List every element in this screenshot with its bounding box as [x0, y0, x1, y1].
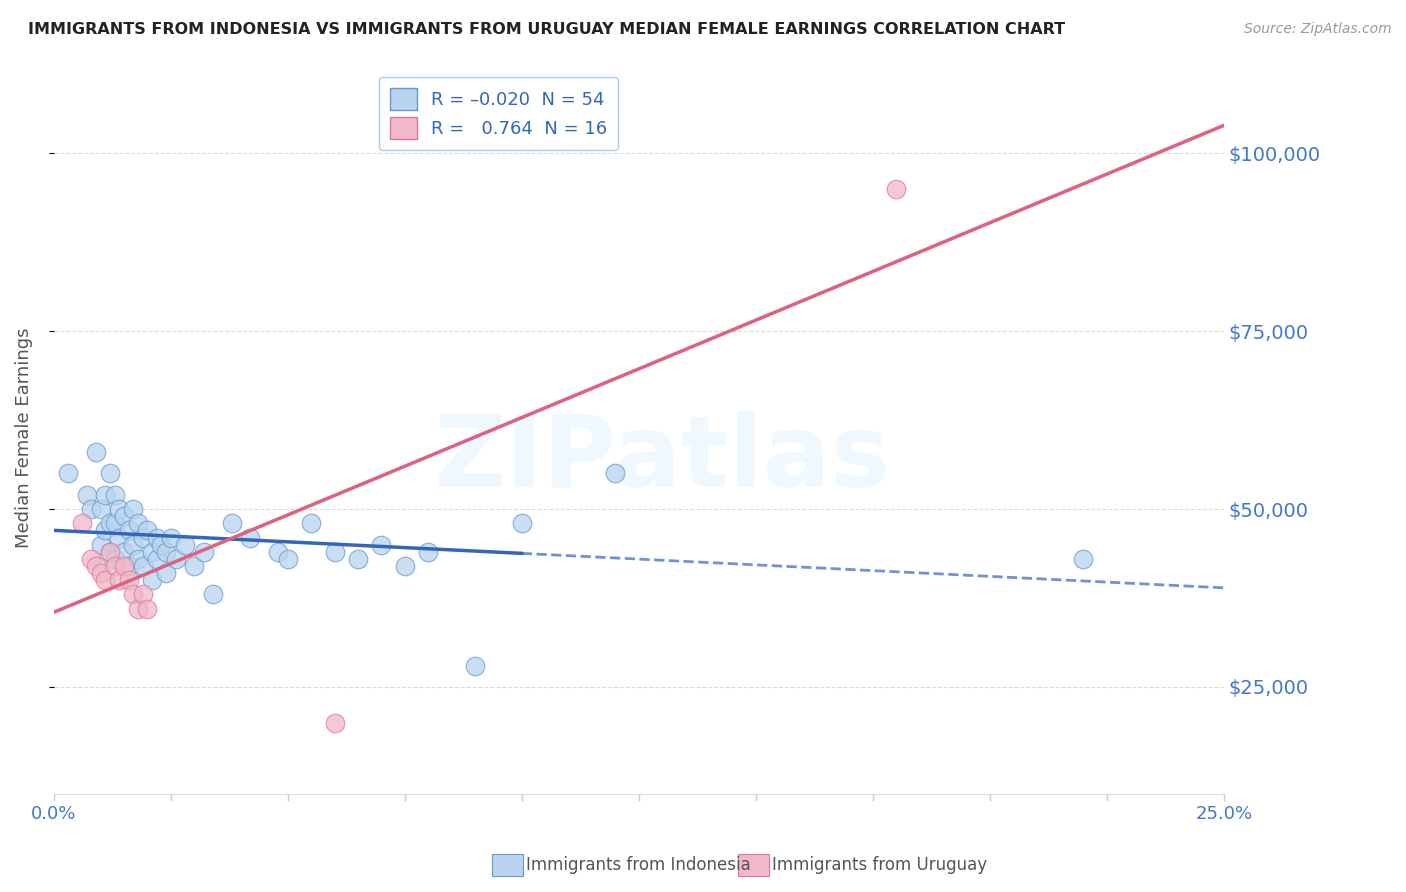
Point	[94, 524, 117, 538]
Point	[112, 509, 135, 524]
Point	[94, 573, 117, 587]
Point	[84, 445, 107, 459]
Point	[127, 552, 149, 566]
Point	[155, 566, 177, 580]
Point	[122, 587, 145, 601]
Point	[132, 531, 155, 545]
Point	[98, 516, 121, 531]
Text: Immigrants from Indonesia: Immigrants from Indonesia	[526, 856, 751, 874]
Point	[104, 488, 127, 502]
Point	[510, 516, 533, 531]
Point	[108, 573, 131, 587]
Text: ZIPatlas: ZIPatlas	[433, 410, 890, 508]
Point	[104, 516, 127, 531]
Point	[76, 488, 98, 502]
Point	[90, 502, 112, 516]
Point	[56, 467, 79, 481]
Point	[108, 531, 131, 545]
Point	[132, 559, 155, 574]
Point	[267, 545, 290, 559]
Point	[136, 601, 159, 615]
Point	[94, 488, 117, 502]
Point	[323, 545, 346, 559]
Legend: R = –0.020  N = 54, R =   0.764  N = 16: R = –0.020 N = 54, R = 0.764 N = 16	[378, 77, 619, 150]
Point	[127, 516, 149, 531]
Point	[165, 552, 187, 566]
Point	[605, 467, 627, 481]
Point	[201, 587, 224, 601]
Point	[122, 538, 145, 552]
Point	[173, 538, 195, 552]
Point	[146, 552, 169, 566]
Point	[183, 559, 205, 574]
Point	[98, 545, 121, 559]
Point	[370, 538, 392, 552]
Point	[239, 531, 262, 545]
Point	[80, 552, 103, 566]
Point	[299, 516, 322, 531]
Point	[155, 545, 177, 559]
Point	[118, 573, 141, 587]
Text: IMMIGRANTS FROM INDONESIA VS IMMIGRANTS FROM URUGUAY MEDIAN FEMALE EARNINGS CORR: IMMIGRANTS FROM INDONESIA VS IMMIGRANTS …	[28, 22, 1066, 37]
Point	[193, 545, 215, 559]
Point	[108, 502, 131, 516]
Point	[118, 524, 141, 538]
Point	[90, 538, 112, 552]
Point	[90, 566, 112, 580]
Text: Immigrants from Uruguay: Immigrants from Uruguay	[772, 856, 987, 874]
Point	[418, 545, 440, 559]
Point	[347, 552, 370, 566]
Point	[141, 573, 163, 587]
Point	[112, 545, 135, 559]
Point	[112, 559, 135, 574]
Point	[159, 531, 181, 545]
Point	[104, 559, 127, 574]
Point	[132, 587, 155, 601]
Point	[98, 545, 121, 559]
Point	[464, 658, 486, 673]
Point	[1073, 552, 1095, 566]
Point	[394, 559, 416, 574]
Point	[884, 182, 907, 196]
Point	[84, 559, 107, 574]
Point	[150, 538, 173, 552]
Point	[127, 601, 149, 615]
Point	[136, 524, 159, 538]
Point	[122, 502, 145, 516]
Point	[118, 559, 141, 574]
Point	[104, 552, 127, 566]
Text: Source: ZipAtlas.com: Source: ZipAtlas.com	[1244, 22, 1392, 37]
Y-axis label: Median Female Earnings: Median Female Earnings	[15, 327, 32, 549]
Point	[70, 516, 93, 531]
Point	[277, 552, 299, 566]
Point	[146, 531, 169, 545]
Point	[141, 545, 163, 559]
Point	[80, 502, 103, 516]
Point	[323, 715, 346, 730]
Point	[98, 467, 121, 481]
Point	[221, 516, 243, 531]
